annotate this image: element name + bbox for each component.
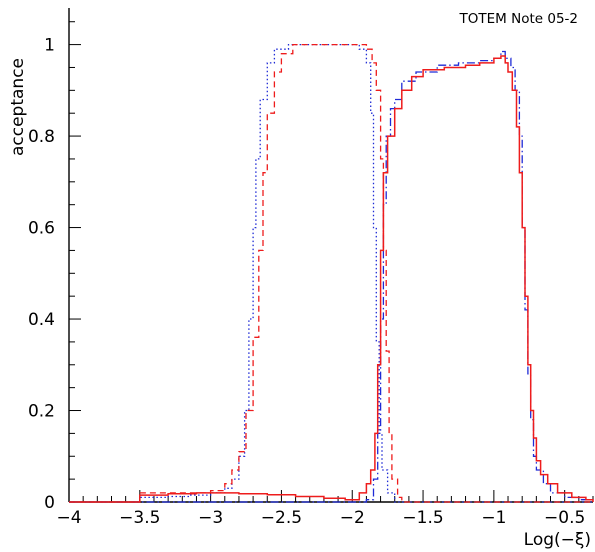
y-tick-label: 1 (44, 36, 55, 56)
series-line-dotted (69, 43, 593, 503)
x-axis-title: Log(−ξ) (524, 530, 591, 550)
x-tick-label: −2 (340, 508, 365, 528)
x-tick-label: −1 (481, 508, 506, 528)
series-line-dashed (69, 43, 593, 503)
x-tick-label: −3.5 (119, 508, 160, 528)
note-annotation: TOTEM Note 05-2 (459, 11, 578, 27)
y-tick-label: 0 (44, 493, 55, 513)
series-line-solid (69, 55, 594, 503)
series-layer (69, 43, 594, 503)
y-tick-label: 0.4 (28, 310, 55, 330)
x-tick-label: −4 (56, 508, 81, 528)
x-axis-ticks: −4 −3.5 −3 −2.5 −2 −1.5 −1 −0.5 (56, 490, 594, 528)
x-tick-label: −1.5 (402, 508, 443, 528)
y-axis-title: acceptance (8, 58, 28, 156)
y-tick-label: 0.6 (28, 219, 55, 239)
x-tick-label: −0.5 (544, 508, 585, 528)
plot-frame (68, 8, 593, 503)
x-tick-label: −2.5 (261, 508, 302, 528)
y-tick-label: 0.8 (28, 127, 55, 147)
y-axis-ticks: 0 0.2 0.4 0.6 0.8 1 (28, 21, 81, 513)
series-line-dash-dot (69, 50, 594, 503)
x-tick-label: −3 (198, 508, 223, 528)
y-tick-label: 0.2 (28, 402, 55, 422)
